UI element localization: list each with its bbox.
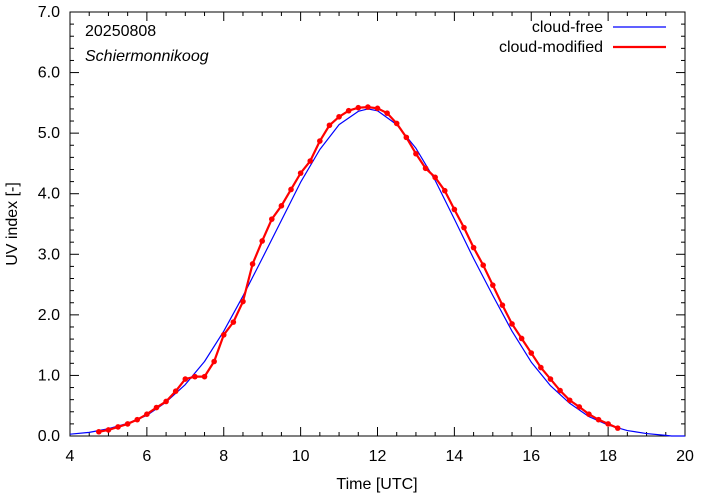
- data-point-cloud-modified: [220, 332, 227, 338]
- data-point-cloud-modified: [163, 398, 169, 405]
- date-annotation: 20250808: [85, 23, 156, 40]
- y-axis-title: UV index [-]: [4, 182, 21, 266]
- y-tick-label: 2.0: [38, 307, 60, 324]
- axis-tick-labels: 4 6 8 10 12 14 16 18 20 0.0 1.0 2.0 3.0 4.0 5.0 6.0 7.0: [38, 4, 694, 465]
- data-point-cloud-modified: [451, 206, 458, 213]
- x-tick-label: 4: [66, 448, 75, 465]
- x-tick-label: 16: [522, 448, 540, 465]
- data-point-cloud-modified: [278, 203, 285, 209]
- data-point-cloud-modified: [566, 397, 573, 404]
- data-point-cloud-modified: [432, 174, 438, 181]
- data-point-cloud-modified: [576, 404, 583, 410]
- data-point-cloud-modified: [153, 404, 160, 411]
- data-point-cloud-modified: [96, 428, 102, 435]
- data-point-cloud-modified: [413, 150, 419, 157]
- data-point-cloud-modified: [269, 216, 275, 222]
- data-point-cloud-modified: [317, 138, 323, 144]
- data-point-cloud-modified: [538, 364, 544, 371]
- legend-label-cloud-modified: cloud-modified: [499, 39, 603, 56]
- data-point-cloud-modified: [547, 376, 554, 382]
- data-point-cloud-modified: [115, 424, 121, 430]
- data-point-cloud-modified: [595, 416, 602, 423]
- data-point-cloud-modified: [374, 105, 381, 112]
- data-point-cloud-modified: [422, 165, 429, 172]
- x-tick-label: 6: [142, 448, 151, 465]
- data-point-cloud-modified: [461, 224, 467, 231]
- axis-ticks: [69, 11, 686, 437]
- data-point-cloud-modified: [201, 373, 208, 380]
- y-tick-label: 6.0: [38, 65, 60, 82]
- x-tick-label: 12: [369, 448, 387, 465]
- data-point-cloud-modified: [259, 238, 265, 244]
- data-point-cloud-modified: [336, 113, 342, 120]
- data-point-cloud-modified: [105, 427, 112, 433]
- data-point-cloud-modified: [307, 158, 314, 164]
- legend: cloud-free cloud-modified: [499, 19, 666, 56]
- data-point-cloud-modified: [518, 335, 525, 342]
- data-point-cloud-modified: [557, 387, 563, 394]
- y-tick-label: 7.0: [38, 4, 60, 21]
- data-point-cloud-modified: [297, 170, 304, 176]
- data-point-cloud-modified: [509, 321, 515, 327]
- data-point-cloud-modified: [134, 416, 141, 423]
- data-point-cloud-modified: [499, 302, 506, 308]
- plot-frame: [69, 11, 686, 437]
- y-tick-label: 1.0: [38, 367, 60, 384]
- x-tick-label: 14: [445, 448, 463, 465]
- data-point-cloud-modified: [230, 319, 237, 325]
- data-point-cloud-modified: [326, 122, 333, 129]
- points-layer: [96, 104, 621, 435]
- data-point-cloud-modified: [192, 373, 198, 380]
- y-tick-label: 0.0: [38, 428, 60, 445]
- y-tick-label: 3.0: [38, 246, 60, 263]
- data-point-cloud-modified: [441, 187, 448, 194]
- data-point-cloud-modified: [288, 186, 294, 193]
- series-line-cloud-free: [69, 108, 685, 437]
- legend-label-cloud-free: cloud-free: [532, 19, 603, 36]
- data-point-cloud-modified: [355, 104, 362, 111]
- data-point-cloud-modified: [480, 262, 487, 268]
- data-point-cloud-modified: [393, 120, 400, 127]
- data-point-cloud-modified: [605, 421, 611, 427]
- y-tick-label: 5.0: [38, 125, 60, 142]
- data-point-cloud-modified: [172, 388, 179, 394]
- data-point-cloud-modified: [490, 282, 496, 288]
- data-point-cloud-modified: [249, 261, 256, 267]
- data-point-cloud-modified: [384, 110, 390, 116]
- data-point-cloud-modified: [182, 376, 189, 382]
- data-point-cloud-modified: [586, 411, 592, 417]
- data-point-cloud-modified: [211, 358, 217, 365]
- x-tick-label: 8: [219, 448, 228, 465]
- data-point-cloud-modified: [470, 244, 477, 251]
- data-point-cloud-modified: [528, 350, 535, 356]
- series-line-cloud-modified: [98, 106, 619, 433]
- data-point-cloud-modified: [365, 104, 371, 110]
- data-point-cloud-modified: [403, 134, 410, 141]
- data-point-cloud-modified: [240, 298, 246, 305]
- x-tick-label: 20: [676, 448, 694, 465]
- location-annotation: Schiermonnikoog: [85, 48, 209, 65]
- series-layer: [69, 106, 685, 437]
- data-point-cloud-modified: [614, 425, 621, 431]
- x-tick-label: 18: [599, 448, 617, 465]
- y-tick-label: 4.0: [38, 186, 60, 203]
- data-point-cloud-modified: [144, 411, 150, 417]
- data-point-cloud-modified: [345, 107, 352, 114]
- data-point-cloud-modified: [124, 421, 131, 427]
- x-tick-label: 10: [292, 448, 310, 465]
- x-axis-title: Time [UTC]: [336, 476, 417, 493]
